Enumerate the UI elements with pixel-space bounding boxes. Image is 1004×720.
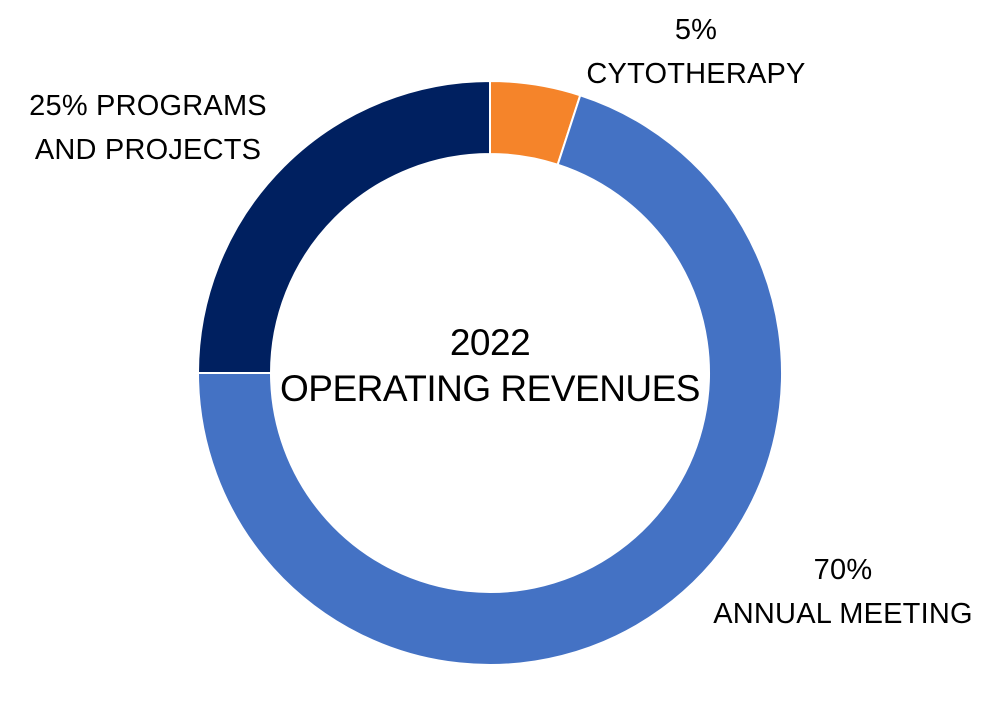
slice-category-label-annual-meeting: ANNUAL MEETING xyxy=(713,598,973,630)
donut-slices xyxy=(196,79,783,666)
slice-label-cytotherapy: 5% CYTOTHERAPY xyxy=(586,8,806,96)
slice-category-label-cytotherapy: CYTOTHERAPY xyxy=(586,58,806,90)
slice-label-annual-meeting: 70% ANNUAL MEETING xyxy=(700,548,986,636)
chart-title-text: OPERATING REVENUES xyxy=(279,368,701,409)
donut-slice-annual-meeting xyxy=(196,94,783,666)
slice-value-label-programs: 25% PROGRAMS xyxy=(29,90,267,122)
chart-title: 2022 OPERATING REVENUES xyxy=(240,320,740,412)
slice-value-label-cytotherapy: 5% xyxy=(674,14,718,46)
slice-category-label-programs: AND PROJECTS xyxy=(34,134,262,166)
slice-value-label-annual-meeting: 70% xyxy=(813,554,873,586)
donut-slice-programs-and-projects xyxy=(196,79,491,374)
slice-label-programs: 25% PROGRAMS AND PROJECTS xyxy=(18,84,278,172)
chart-title-year: 2022 xyxy=(449,322,531,363)
